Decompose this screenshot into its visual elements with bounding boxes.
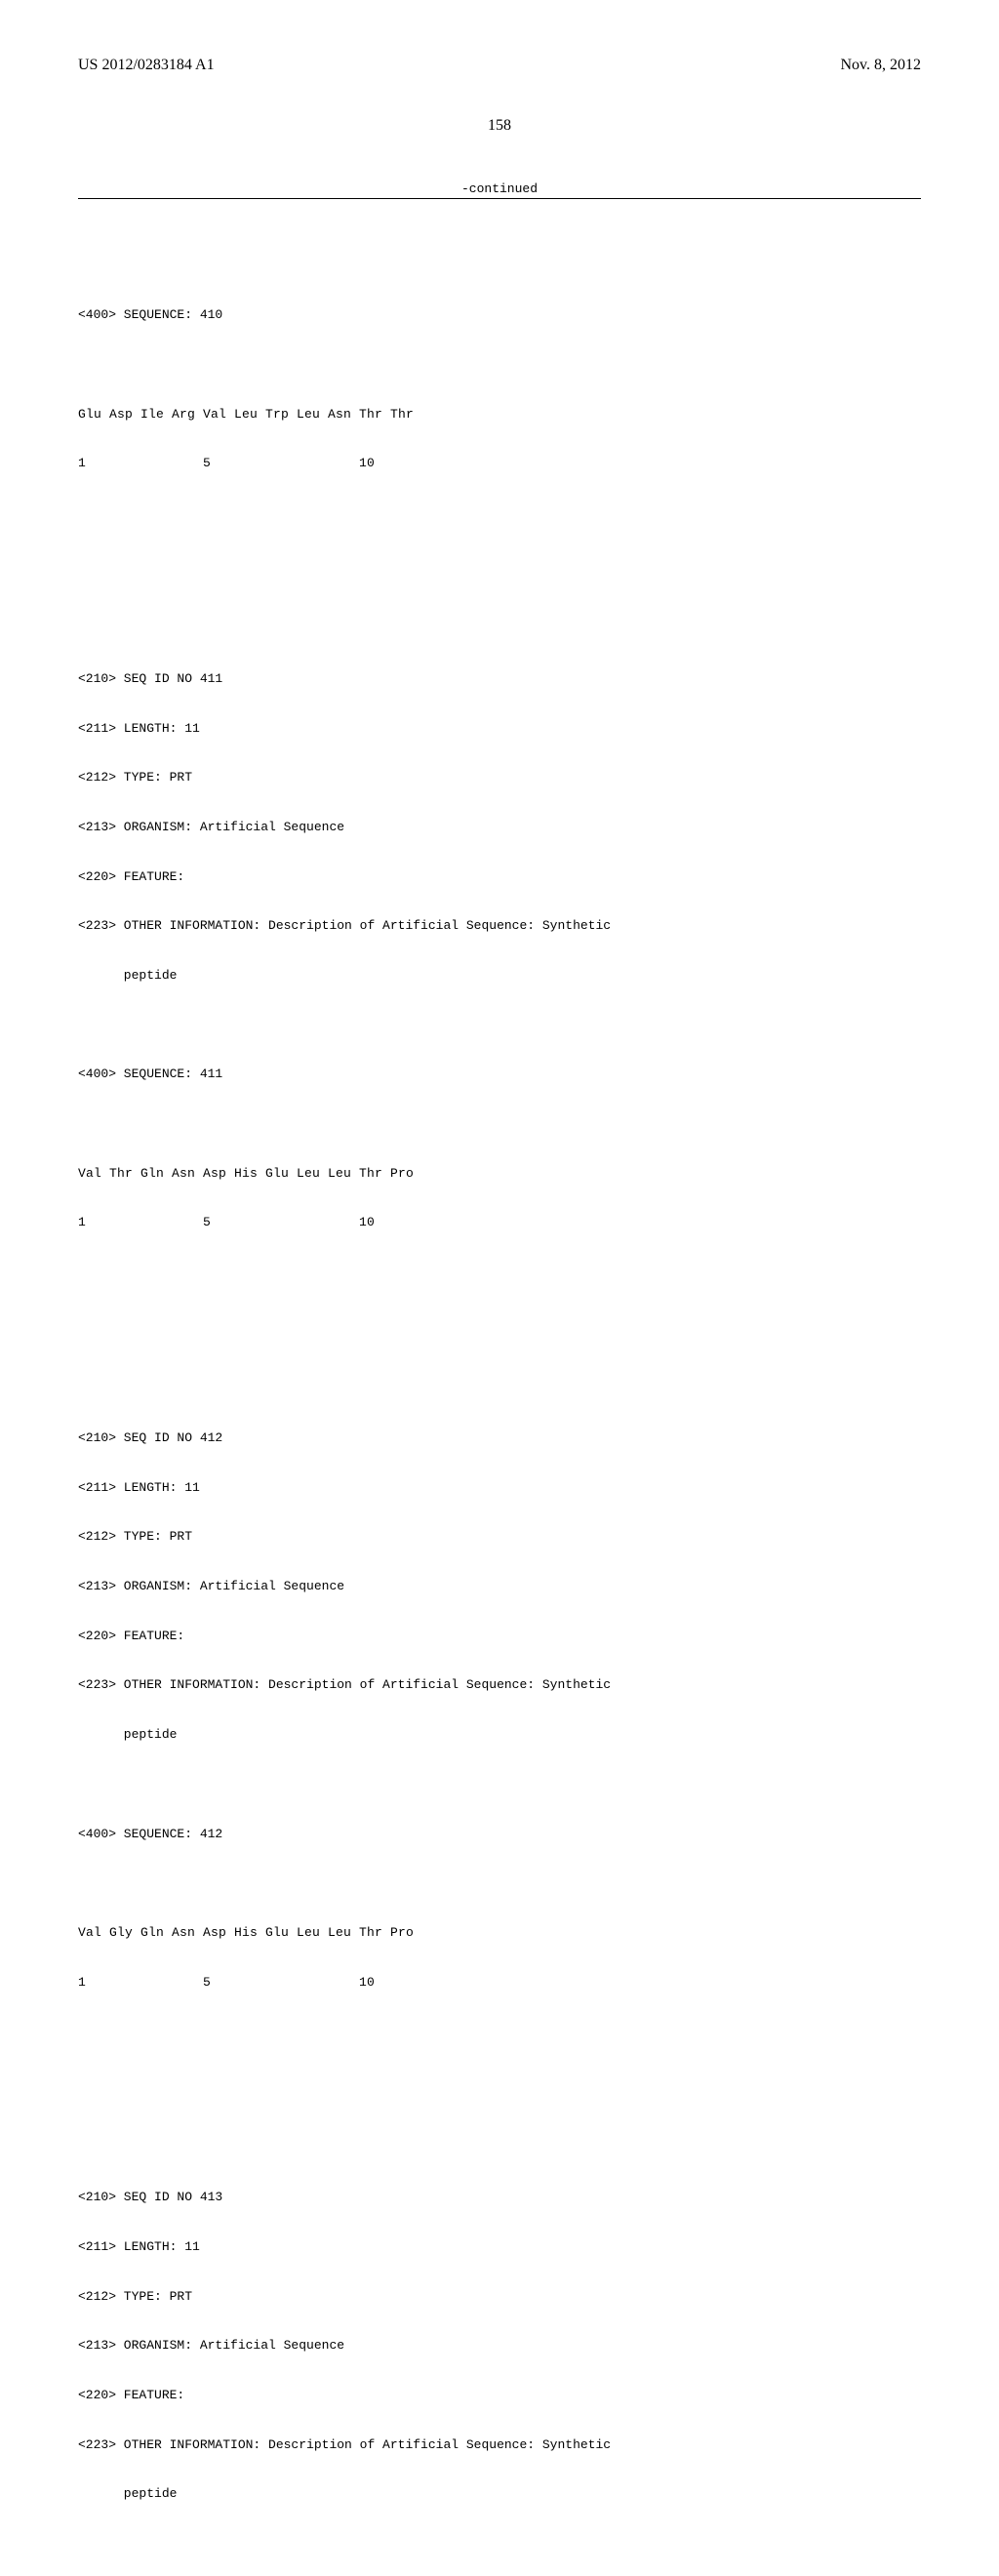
page-header: US 2012/0283184 A1 Nov. 8, 2012 xyxy=(78,57,921,74)
sequence-400-line: <400> SEQUENCE: 412 xyxy=(78,1827,921,1843)
sequence-entry: <210> SEQ ID NO 411 <211> LENGTH: 11 <21… xyxy=(78,589,921,1266)
continued-label: -continued xyxy=(78,181,921,196)
sequence-entry: <400> SEQUENCE: 410 Glu Asp Ile Arg Val … xyxy=(78,275,921,505)
seq-header-line: <211> LENGTH: 11 xyxy=(78,1480,921,1497)
seq-header-line: <213> ORGANISM: Artificial Sequence xyxy=(78,2338,921,2355)
sequence-400-line: <400> SEQUENCE: 410 xyxy=(78,307,921,324)
seq-header-line: <213> ORGANISM: Artificial Sequence xyxy=(78,820,921,836)
blank-line xyxy=(78,1777,921,1793)
sequence-entry: <210> SEQ ID NO 413 <211> LENGTH: 11 <21… xyxy=(78,2108,921,2576)
seq-header-line: <223> OTHER INFORMATION: Description of … xyxy=(78,2437,921,2454)
blank-line xyxy=(78,622,921,638)
seq-header-line: <212> TYPE: PRT xyxy=(78,1529,921,1546)
page-number: 158 xyxy=(78,117,921,135)
sequence-residues: Val Gly Gln Asn Asp His Glu Leu Leu Thr … xyxy=(78,1925,921,1942)
seq-header-line: <223> OTHER INFORMATION: Description of … xyxy=(78,1677,921,1694)
page-container: US 2012/0283184 A1 Nov. 8, 2012 158 -con… xyxy=(0,0,999,2576)
sequence-position-numbers: 1 5 10 xyxy=(78,1215,921,1231)
seq-header-line: peptide xyxy=(78,2486,921,2503)
sequence-residues: Glu Asp Ile Arg Val Leu Trp Leu Asn Thr … xyxy=(78,407,921,423)
blank-line xyxy=(78,1116,921,1133)
seq-header-line: peptide xyxy=(78,1727,921,1744)
seq-header-line: <211> LENGTH: 11 xyxy=(78,721,921,738)
seq-header-line: <211> LENGTH: 11 xyxy=(78,2239,921,2256)
seq-header-line: <210> SEQ ID NO 411 xyxy=(78,671,921,688)
seq-header-line: <213> ORGANISM: Artificial Sequence xyxy=(78,1579,921,1595)
seq-header-line: <210> SEQ ID NO 412 xyxy=(78,1430,921,1447)
sequence-position-numbers: 1 5 10 xyxy=(78,1975,921,1992)
seq-header-line: <220> FEATURE: xyxy=(78,1629,921,1645)
seq-header-line: <220> FEATURE: xyxy=(78,2388,921,2404)
sequence-residues: Val Thr Gln Asn Asp His Glu Leu Leu Thr … xyxy=(78,1166,921,1183)
sequence-position-numbers: 1 5 10 xyxy=(78,456,921,472)
publication-date: Nov. 8, 2012 xyxy=(840,57,921,74)
sequence-listing: <400> SEQUENCE: 410 Glu Asp Ile Arg Val … xyxy=(78,209,921,2576)
seq-header-line: <212> TYPE: PRT xyxy=(78,770,921,786)
seq-header-line: <212> TYPE: PRT xyxy=(78,2289,921,2306)
sequence-400-line: <400> SEQUENCE: 411 xyxy=(78,1067,921,1083)
blank-line xyxy=(78,2536,921,2553)
blank-line xyxy=(78,2141,921,2157)
sequence-entry: <210> SEQ ID NO 412 <211> LENGTH: 11 <21… xyxy=(78,1348,921,2025)
blank-line xyxy=(78,1381,921,1397)
top-rule xyxy=(78,198,921,199)
seq-header-line: <220> FEATURE: xyxy=(78,869,921,886)
blank-line xyxy=(78,1018,921,1034)
seq-header-line: peptide xyxy=(78,968,921,985)
blank-line xyxy=(78,357,921,374)
publication-number: US 2012/0283184 A1 xyxy=(78,57,215,74)
blank-line xyxy=(78,1875,921,1892)
seq-header-line: <223> OTHER INFORMATION: Description of … xyxy=(78,918,921,935)
seq-header-line: <210> SEQ ID NO 413 xyxy=(78,2190,921,2206)
